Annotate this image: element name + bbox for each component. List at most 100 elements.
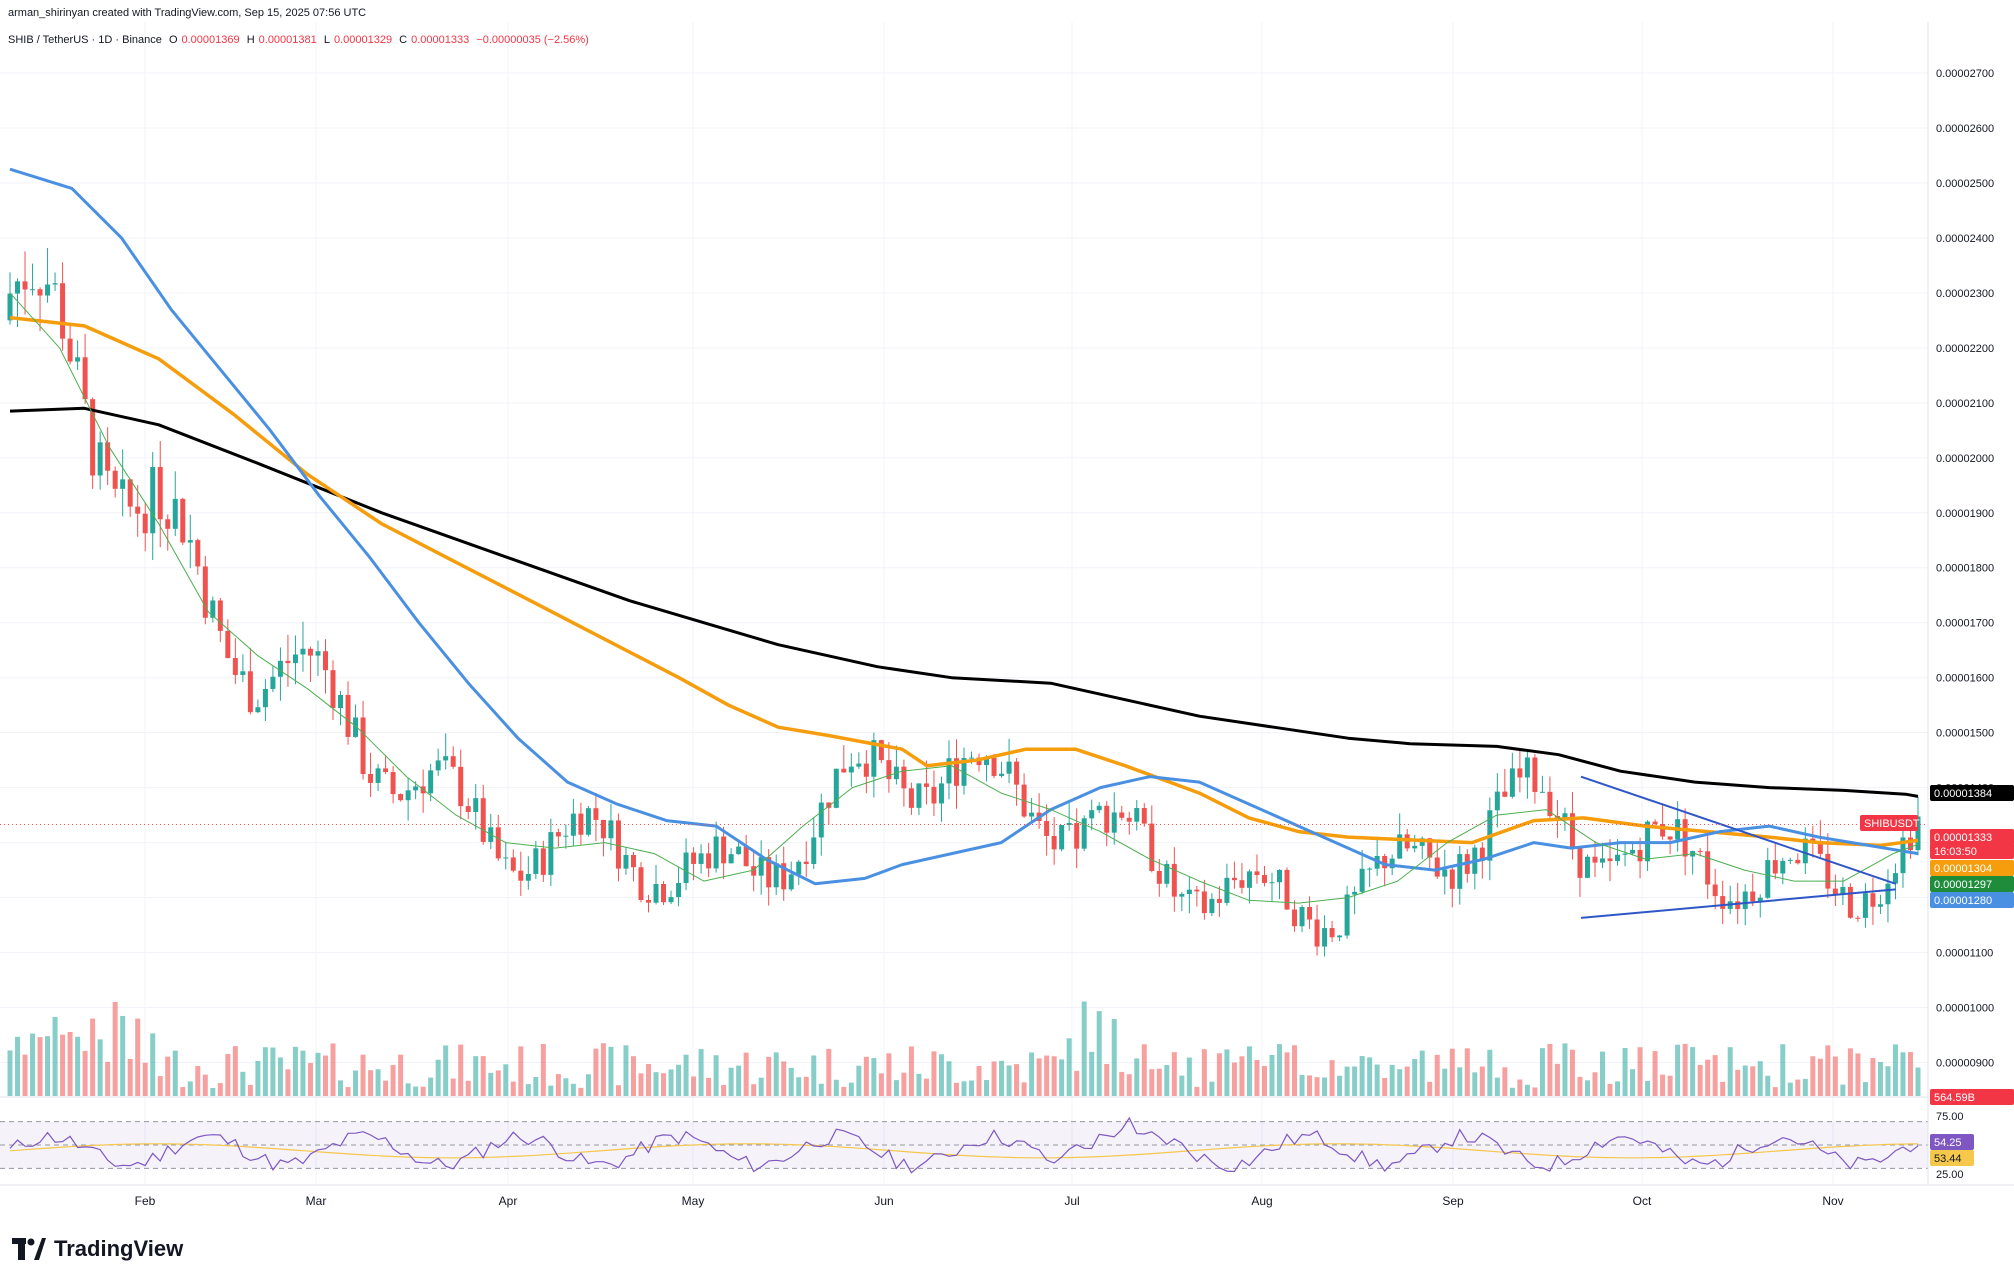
volume-bar (1284, 1052, 1290, 1096)
volume-bar (450, 1078, 456, 1096)
volume-bar (1074, 1070, 1080, 1096)
volume-bar (1697, 1064, 1703, 1096)
candle-body (533, 848, 539, 874)
volume-bar (1216, 1053, 1222, 1096)
volume-bar (225, 1053, 231, 1096)
candle-body (1840, 886, 1846, 895)
volume-bar (1141, 1044, 1147, 1096)
candle-body (1224, 877, 1230, 903)
volume-bar (232, 1046, 238, 1096)
candle-body (1051, 835, 1057, 850)
volume-bar (811, 1055, 817, 1096)
volume-bar (368, 1070, 374, 1096)
candle-body (1877, 904, 1883, 907)
volume-bar (1322, 1077, 1328, 1096)
candle-body (1029, 812, 1035, 817)
candle-body (1269, 882, 1275, 884)
candle-body (1337, 935, 1343, 938)
volume-bar (999, 1060, 1005, 1096)
candle-body (646, 899, 652, 903)
candle-body (1367, 868, 1373, 870)
candle-body (585, 808, 591, 835)
candle-body (713, 836, 719, 869)
candle-body (1900, 837, 1906, 874)
volume-bar (315, 1052, 321, 1096)
candle-body (172, 498, 178, 529)
volume-bar (1036, 1058, 1042, 1096)
volume-bar (1171, 1052, 1177, 1096)
candle-body (563, 835, 569, 837)
candle-body (1276, 869, 1282, 883)
time-tick-label: Oct (1633, 1194, 1652, 1208)
volume-bar (1344, 1066, 1350, 1096)
volume-bar (135, 1018, 141, 1096)
volume-bar (157, 1076, 163, 1096)
candle-body (683, 852, 689, 884)
volume-bar (1630, 1069, 1636, 1096)
volume-bar (1179, 1075, 1185, 1096)
volume-bar (383, 1080, 389, 1096)
candle-body (157, 467, 163, 520)
ohlc-h-label: H (246, 34, 255, 46)
volume-bar (1029, 1052, 1035, 1096)
axes: 0.00002700 0.00002600 0.00002500 0.00002400… (0, 22, 2014, 1208)
volume-bar (796, 1077, 802, 1096)
candle-body (1667, 836, 1673, 840)
candle-body (7, 293, 13, 321)
candle-body (428, 770, 434, 794)
candle-body (232, 658, 238, 675)
time-tick-label: Jun (874, 1194, 893, 1208)
price-tick-label: 0.00001500 (1936, 728, 1994, 740)
symbol-label[interactable]: SHIB / TetherUS · 1D · Binance (8, 34, 162, 46)
volume-bar (1825, 1045, 1831, 1096)
volume-bar (826, 1048, 832, 1096)
candle-body (1096, 805, 1102, 811)
volume-bar (1870, 1058, 1876, 1096)
trendline (1580, 775, 1897, 885)
volume-bar (1750, 1066, 1756, 1096)
candle-body (210, 600, 216, 618)
ohlc-o-value: 0.00001369 (181, 34, 240, 46)
candle-body (82, 357, 88, 400)
volume-bar (1742, 1065, 1748, 1096)
candle-body (1427, 838, 1433, 858)
time-tick-label: Aug (1251, 1194, 1272, 1208)
volume-bar (7, 1050, 13, 1096)
volume-bar (1359, 1056, 1365, 1096)
volume-bar (728, 1067, 734, 1096)
candle-body (1915, 816, 1921, 851)
candle-body (1765, 860, 1771, 898)
candle-body (375, 768, 381, 783)
price-badge-label: 0.00001297 (1934, 879, 1992, 891)
volume-bar (240, 1071, 246, 1096)
tradingview-logo[interactable]: TradingView (12, 1236, 183, 1262)
candle-body (600, 819, 606, 839)
candle-body (1397, 834, 1403, 859)
candle-body (743, 846, 749, 867)
volume-bar (961, 1081, 967, 1096)
volume-bar (247, 1084, 253, 1096)
volume-bar (1209, 1081, 1215, 1096)
volume-bar (1254, 1059, 1260, 1096)
volume-bar (1900, 1052, 1906, 1096)
volume-bar (1577, 1076, 1583, 1096)
candle-body (796, 861, 802, 875)
price-tick-label: 0.00002000 (1936, 453, 1994, 465)
volume-bar (1682, 1043, 1688, 1096)
volume-bar (465, 1080, 471, 1096)
volume-bar (195, 1066, 201, 1096)
candle-body (45, 284, 51, 296)
candle-body (706, 853, 712, 869)
volume-bar (706, 1077, 712, 1096)
volume-bar (1652, 1051, 1658, 1096)
candle-body (135, 506, 141, 514)
volume-bar (353, 1070, 359, 1096)
volume-bar (721, 1084, 727, 1096)
candle-body (1314, 919, 1320, 947)
tradingview-logo-text: TradingView (54, 1236, 184, 1261)
volume-bar (1261, 1066, 1267, 1096)
volume-bar (428, 1077, 434, 1096)
candle-body (37, 289, 43, 296)
candle-body (1780, 860, 1786, 874)
